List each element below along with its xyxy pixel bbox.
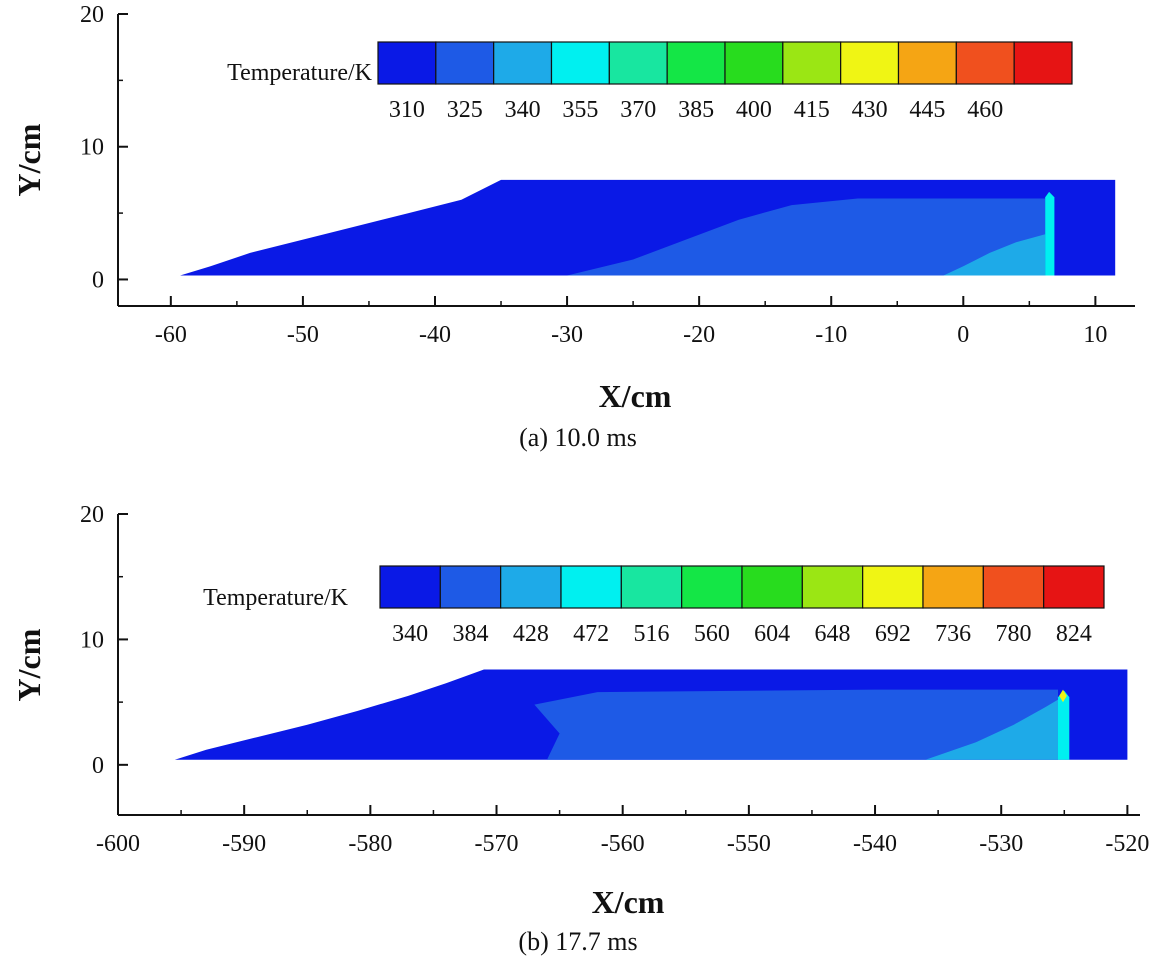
y-tick-label: 20 — [80, 502, 104, 528]
colorbar-swatch — [493, 41, 553, 85]
x-tick-label: -560 — [601, 831, 645, 857]
colorbar-swatch — [550, 41, 610, 85]
colorbar-tick-label: 340 — [505, 97, 541, 123]
colorbar-swatch — [840, 41, 900, 85]
y-tick-label: 10 — [80, 135, 104, 161]
x-tick-label: -590 — [222, 831, 266, 857]
colorbar-title: Temperature/K — [227, 60, 373, 86]
colorbar-tick-label: 516 — [634, 621, 670, 647]
y-axis-title: Y/cm — [11, 628, 47, 701]
chart-panel-b: 0 10 20 -600 -590 -580 -570 -560 -550 -540 -530 -52… — [11, 502, 1149, 956]
colorbar-tick-label: 370 — [620, 97, 656, 123]
colorbar-swatch — [801, 565, 864, 609]
temperature-zone — [567, 198, 1046, 276]
x-tick-label: -10 — [815, 322, 847, 348]
x-tick-label: -570 — [475, 831, 519, 857]
colorbar-tick-label: 430 — [852, 97, 888, 123]
colorbar-tick-label: 648 — [815, 621, 851, 647]
colorbar-swatch — [608, 41, 668, 85]
panel-caption: (a) 10.0 ms — [519, 423, 637, 452]
colorbar-tick-label: 472 — [573, 621, 609, 647]
y-tick-label: 20 — [80, 2, 104, 28]
colorbar-title: Temperature/K — [203, 585, 349, 611]
x-tick-label: 0 — [957, 322, 969, 348]
temperature-zone — [1059, 689, 1067, 703]
colorbar-swatch — [955, 41, 1015, 85]
colorbar-tick-label: 340 — [392, 621, 428, 647]
colorbar-tick-label: 355 — [562, 97, 598, 123]
x-tick-label: -540 — [853, 831, 897, 857]
colorbar-swatch — [724, 41, 784, 85]
temperature-zone — [1058, 690, 1070, 760]
colorbar-tick-label: 400 — [736, 97, 772, 123]
colorbar-tick-label: 445 — [909, 97, 945, 123]
x-tick-label: 10 — [1083, 322, 1107, 348]
colorbar-tick-label: 428 — [513, 621, 549, 647]
colorbar-swatch — [862, 565, 924, 609]
colorbar-tick-label: 460 — [967, 97, 1003, 123]
colorbar-swatch — [897, 41, 957, 85]
colorbar-tick-label: 780 — [996, 621, 1032, 647]
colorbar-swatch — [1043, 565, 1105, 609]
x-tick-label: -30 — [551, 322, 583, 348]
colorbar-tick-label: 384 — [453, 621, 489, 647]
colorbar-swatch — [379, 565, 441, 609]
y-tick-label: 0 — [92, 267, 104, 293]
colorbar-tick-label: 604 — [754, 621, 790, 647]
colorbar-tick-label: 385 — [678, 97, 714, 123]
temperature-zone — [1045, 191, 1055, 276]
temperature-zone — [943, 234, 1046, 276]
colorbar-tick-label: 692 — [875, 621, 911, 647]
x-tick-label: -580 — [348, 831, 392, 857]
colorbar-tick-label: 310 — [389, 97, 425, 123]
temperature-zone — [534, 689, 1058, 760]
colorbar-swatch — [500, 565, 562, 609]
x-axis-title: X/cm — [592, 884, 665, 920]
colorbar-swatch — [560, 565, 622, 609]
colorbar-tick-label: 325 — [447, 97, 483, 123]
colorbar-tick-label: 560 — [694, 621, 730, 647]
colorbar-swatch — [435, 41, 495, 85]
colorbar-swatch — [1013, 41, 1073, 85]
colorbar-tick-label: 736 — [935, 621, 971, 647]
x-tick-label: -600 — [96, 831, 140, 857]
colorbar-tick-label: 415 — [794, 97, 830, 123]
colorbar-swatch — [681, 565, 743, 609]
colorbar-swatch — [922, 565, 984, 609]
colorbar-swatch — [377, 41, 437, 85]
y-tick-label: 10 — [80, 627, 104, 653]
colorbar-swatch — [782, 41, 842, 85]
colorbar-swatch — [982, 565, 1045, 609]
x-tick-label: -520 — [1105, 831, 1149, 857]
panel-caption: (b) 17.7 ms — [518, 927, 637, 956]
y-tick-label: 0 — [92, 753, 104, 779]
y-axis-title: Y/cm — [11, 123, 47, 196]
x-axis-title: X/cm — [599, 378, 672, 414]
temperature-zone — [925, 699, 1058, 760]
x-tick-label: -60 — [155, 322, 187, 348]
x-tick-label: -20 — [683, 322, 715, 348]
colorbar-tick-label: 824 — [1056, 621, 1092, 647]
colorbar-swatch — [439, 565, 502, 609]
colorbar-swatch — [741, 565, 803, 609]
chart-panel-a: 0 10 20 -60 -50 -40 -30 -20 -10 0 10 310 325 340 355 37… — [11, 2, 1135, 452]
x-tick-label: -530 — [979, 831, 1023, 857]
colorbar-swatch — [666, 41, 726, 85]
x-tick-label: -40 — [419, 322, 451, 348]
x-tick-label: -550 — [727, 831, 771, 857]
x-tick-label: -50 — [287, 322, 319, 348]
colorbar-swatch — [620, 565, 683, 609]
